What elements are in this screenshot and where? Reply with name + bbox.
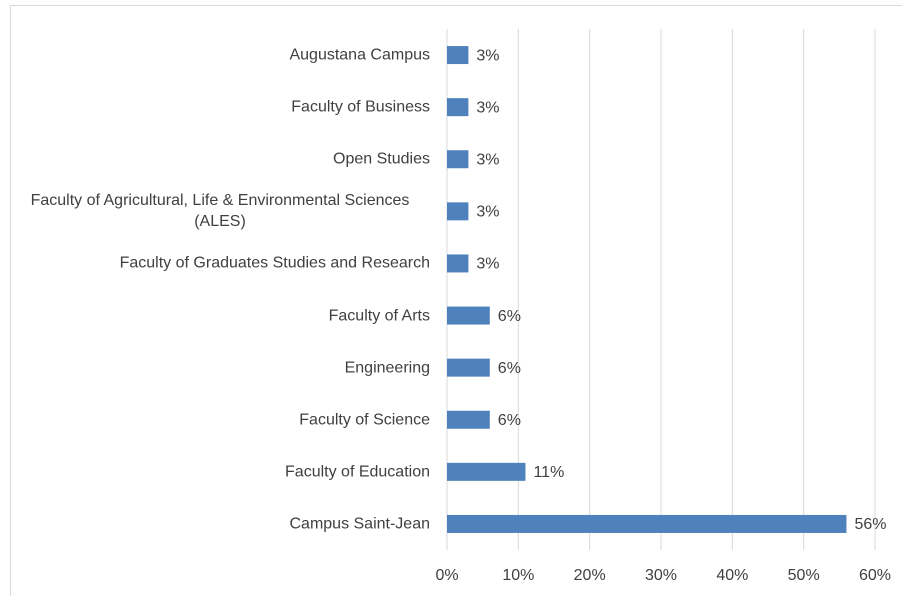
- y-tick-label-box: Campus Saint-Jean: [10, 513, 430, 534]
- x-tick-label: 60%: [859, 567, 891, 584]
- bar: [447, 306, 490, 325]
- data-label: 3%: [476, 99, 499, 116]
- data-label: 3%: [476, 47, 499, 64]
- data-label: 6%: [498, 308, 521, 325]
- x-tick-label: 20%: [574, 567, 606, 584]
- bar: [447, 410, 490, 429]
- y-tick-label: Faculty of Science: [299, 411, 430, 429]
- y-tick-label: Faculty of Graduates Studies and Researc…: [119, 254, 430, 272]
- y-tick-label: Faculty of Agricultural, Life & Environm…: [30, 192, 410, 231]
- bar: [447, 254, 469, 273]
- y-tick-label-box: Faculty of Science: [10, 409, 430, 430]
- y-tick-label-box: Open Studies: [10, 149, 430, 170]
- y-tick-label: Faculty of Education: [285, 463, 430, 481]
- y-tick-label-box: Faculty of Graduates Studies and Researc…: [10, 253, 430, 274]
- y-tick-label-box: Faculty of Business: [10, 97, 430, 118]
- data-label: 3%: [476, 204, 499, 221]
- data-label: 11%: [533, 464, 564, 481]
- data-label: 6%: [498, 412, 521, 429]
- bar: [447, 150, 469, 169]
- bar: [447, 462, 526, 481]
- data-label: 6%: [498, 360, 521, 377]
- x-tick-label: 0%: [435, 567, 458, 584]
- data-label: 3%: [476, 151, 499, 168]
- y-tick-label: Campus Saint-Jean: [289, 515, 430, 533]
- y-tick-label-box: Faculty of Arts: [10, 305, 430, 326]
- chart-border: [10, 5, 902, 596]
- x-tick-label: 50%: [788, 567, 820, 584]
- y-tick-label: Open Studies: [333, 150, 430, 168]
- bar: [447, 358, 490, 377]
- y-tick-label: Engineering: [344, 359, 430, 377]
- y-tick-label-box: Engineering: [10, 357, 430, 378]
- y-tick-label-box: Faculty of Agricultural, Life & Environm…: [10, 190, 430, 232]
- bar: [447, 202, 469, 221]
- y-tick-label: Faculty of Business: [291, 98, 430, 116]
- x-tick-label: 40%: [716, 567, 748, 584]
- x-tick-label: 10%: [502, 567, 534, 584]
- x-tick-label: 30%: [645, 567, 677, 584]
- y-tick-label: Augustana Campus: [289, 46, 430, 64]
- bar: [447, 514, 847, 533]
- y-tick-label-box: Augustana Campus: [10, 45, 430, 66]
- data-label: 3%: [476, 256, 499, 273]
- bar: [447, 98, 469, 117]
- y-tick-label-box: Faculty of Education: [10, 461, 430, 482]
- data-label: 56%: [854, 516, 886, 533]
- y-tick-label: Faculty of Arts: [328, 307, 430, 325]
- bar: [447, 46, 469, 65]
